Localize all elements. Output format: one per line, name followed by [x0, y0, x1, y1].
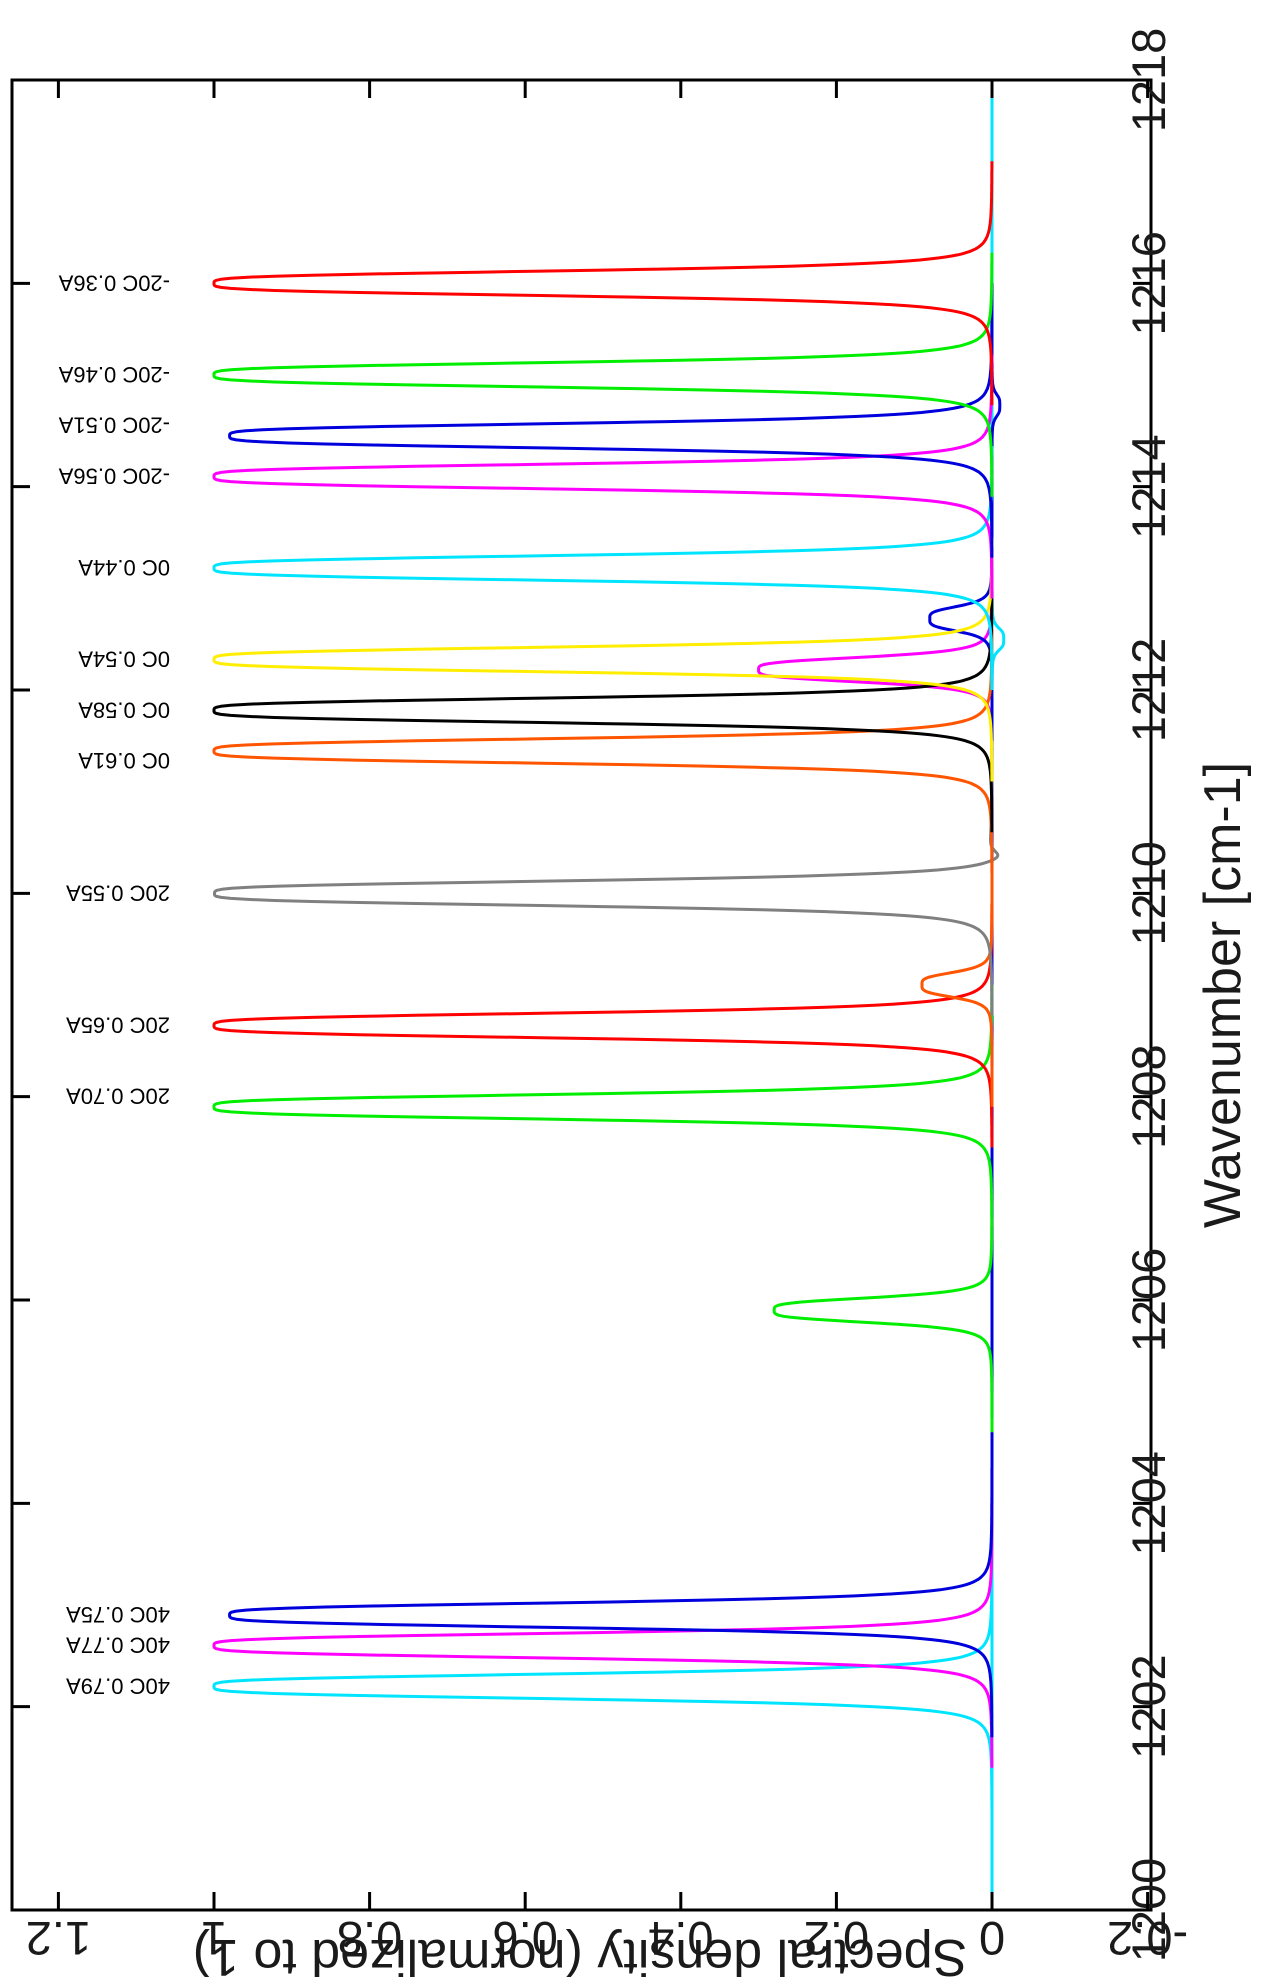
y-tick-label: -0.2	[1107, 1912, 1188, 1965]
series-line	[212, 252, 994, 498]
x-tick-label: 1206	[1122, 1248, 1175, 1353]
series-line	[212, 516, 1006, 1809]
peak-annotation: -20C 0.51A	[58, 413, 170, 438]
x-tick-label: 1202	[1122, 1654, 1175, 1759]
peak-annotation: 0C 0.58A	[78, 697, 170, 722]
series-line	[920, 862, 994, 1108]
peak-annotation: 40C 0.77A	[66, 1633, 170, 1658]
peak-annotation: 0C 0.54A	[78, 647, 170, 672]
y-tick-label: 0.8	[337, 1912, 402, 1965]
series-line	[212, 984, 994, 1433]
series-line	[228, 313, 994, 559]
series-line	[228, 282, 1002, 1738]
peak-annotation: -20C 0.56A	[58, 464, 170, 489]
series-line	[212, 445, 994, 691]
y-tick-label: 0	[979, 1912, 1005, 1965]
series-line	[213, 740, 1000, 1016]
series-line	[212, 903, 994, 1148]
x-tick-label: 1210	[1122, 841, 1175, 946]
series-layer	[212, 80, 1006, 1910]
y-tick-label: 0.6	[493, 1912, 558, 1965]
series-line	[212, 537, 994, 782]
peak-annotation: 20C 0.65A	[66, 1013, 170, 1038]
peak-annotation: 20C 0.55A	[66, 880, 170, 905]
series-line	[212, 160, 994, 406]
plot-frame	[10, 78, 1153, 1912]
x-tick-label: 1214	[1122, 434, 1175, 539]
peak-annotation: 0C 0.44A	[78, 555, 170, 580]
x-axis-title: Wavenumber [cm-1]	[1194, 762, 1252, 1228]
peak-annotation: 40C 0.75A	[66, 1602, 170, 1627]
series-line	[212, 587, 994, 833]
peak-annotation: 40C 0.79A	[66, 1673, 170, 1698]
annotation-layer: 40C 0.79A 40C 0.77A 40C 0.75A 20C 0.70A 20C …	[58, 270, 170, 1698]
x-tick-label: 1208	[1122, 1044, 1175, 1149]
x-tick-label: 1204	[1122, 1451, 1175, 1556]
peak-annotation: 0C 0.61A	[78, 748, 170, 773]
y-tick-label: 1.2	[26, 1912, 91, 1965]
x-tick-label: 1212	[1122, 638, 1175, 743]
peak-annotation: -20C 0.36A	[58, 270, 170, 295]
y-axis-ticks: -0.2 0 0.2 0.4 0.6 0.8 1 1.2	[26, 80, 1188, 1965]
y-axis-title: Spectral density (normalized to 1)	[193, 1928, 968, 1977]
y-tick-label: 1	[201, 1912, 227, 1965]
series-line	[212, 628, 994, 874]
x-tick-label: 1216	[1122, 231, 1175, 336]
y-tick-label: 0.2	[804, 1912, 869, 1965]
y-tick-label: 0.4	[648, 1912, 713, 1965]
peak-annotation: 20C 0.70A	[66, 1084, 170, 1109]
peak-annotation: -20C 0.46A	[58, 362, 170, 387]
series-line	[212, 354, 994, 599]
